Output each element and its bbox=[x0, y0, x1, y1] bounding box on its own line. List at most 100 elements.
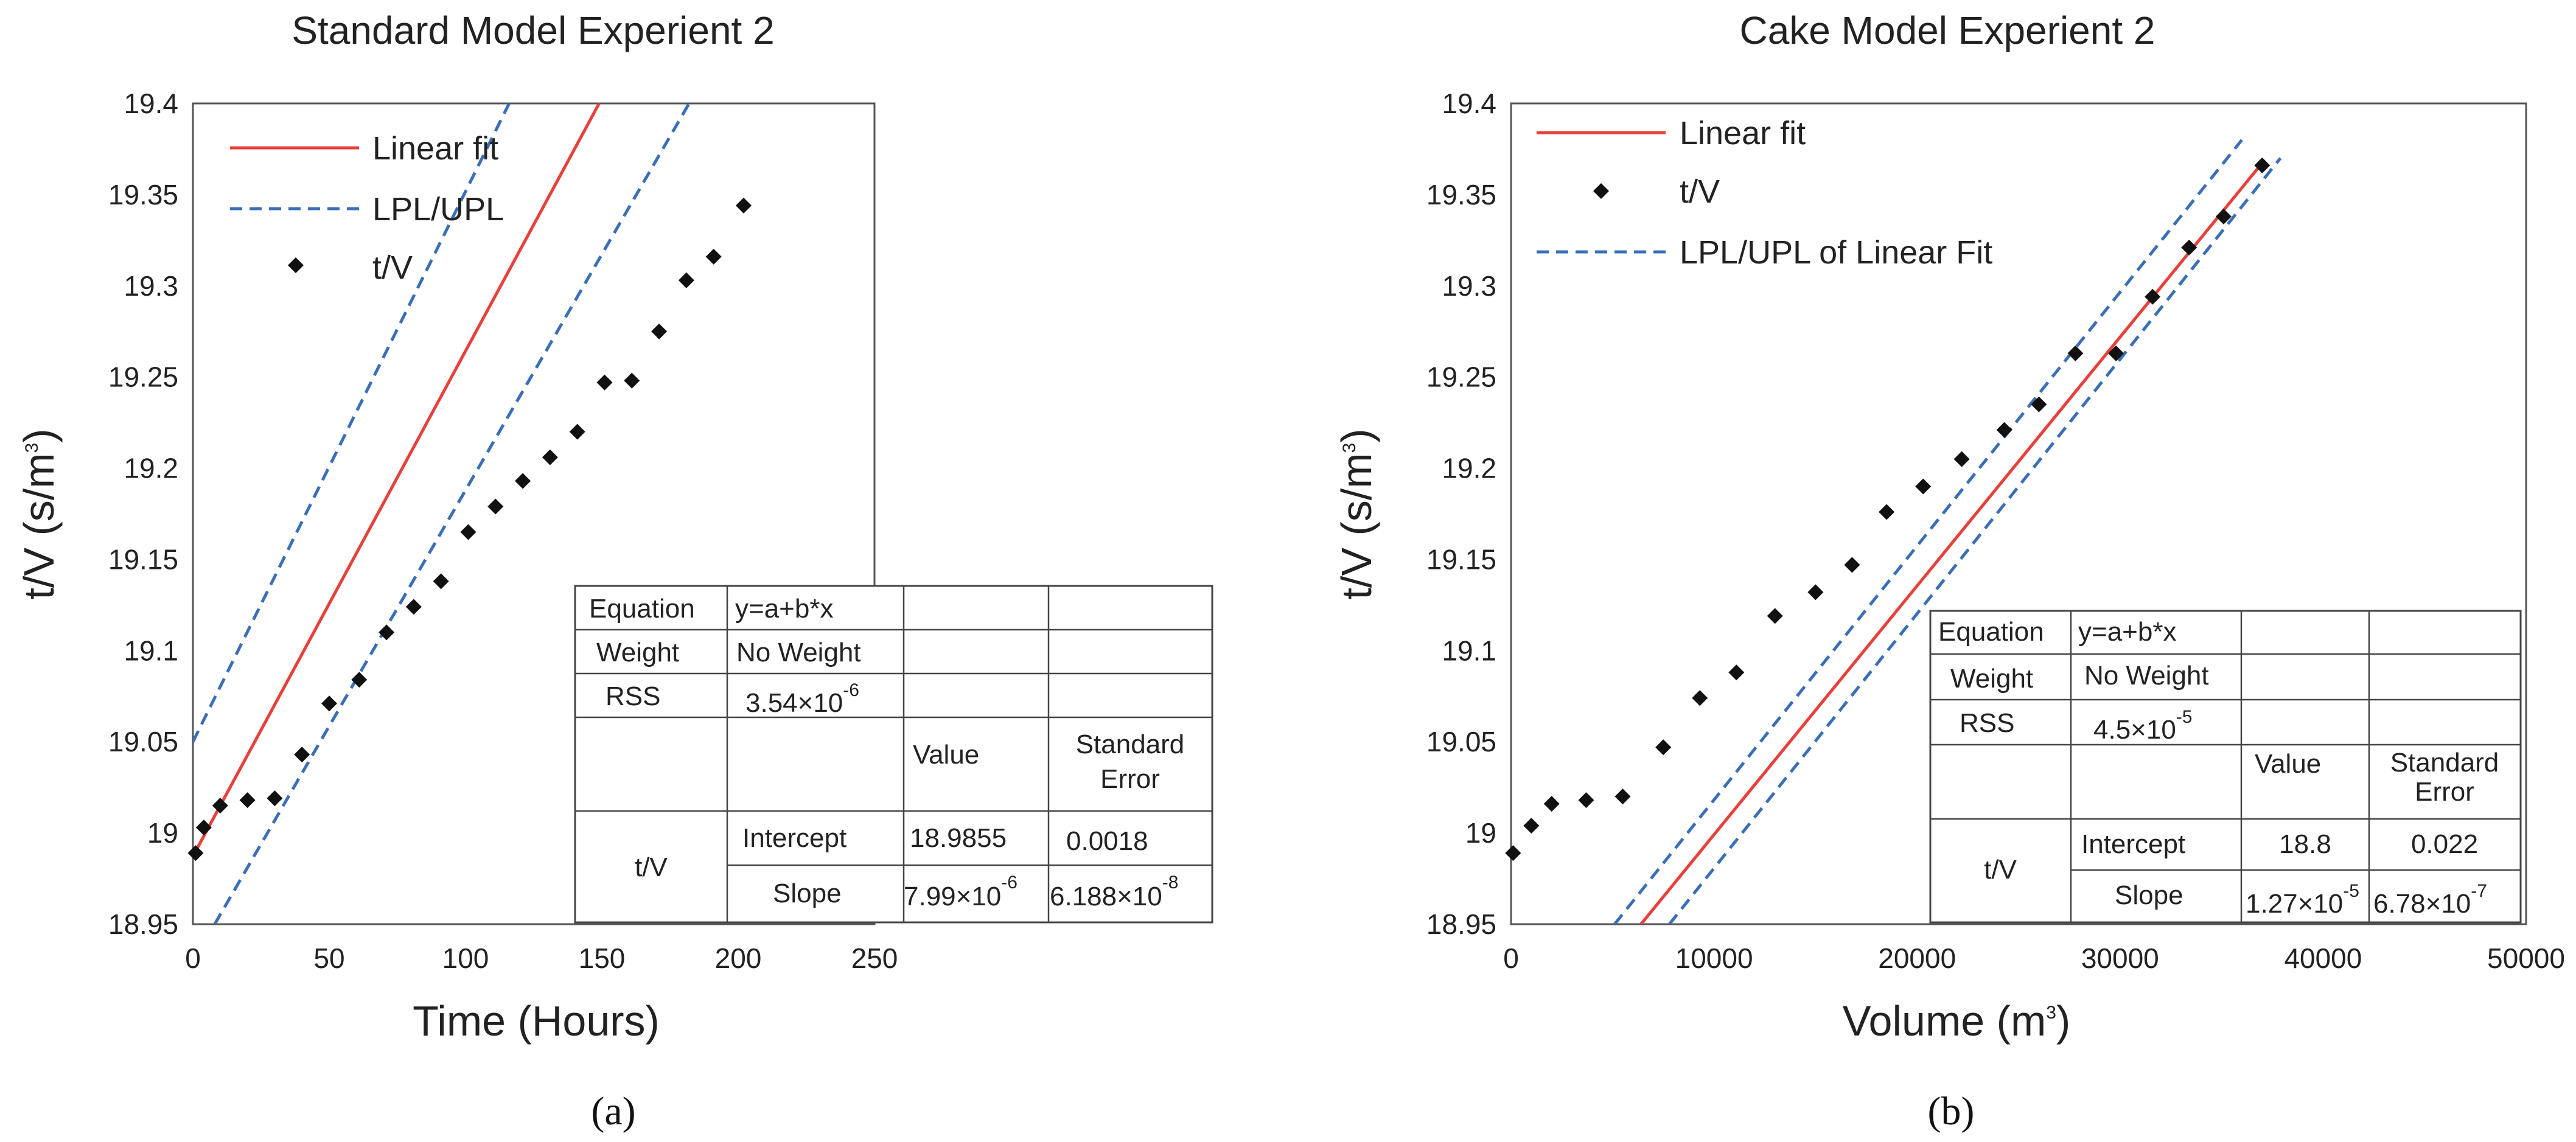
chart-a-x-ticks: 0 50 100 150 200 250 bbox=[185, 942, 898, 974]
x-tick-label: 0 bbox=[185, 942, 201, 974]
chart-b-points bbox=[1505, 157, 2271, 862]
x-tick-label: 10000 bbox=[1675, 942, 1753, 974]
chart-a-cell-value-header: Value bbox=[913, 740, 979, 770]
data-point bbox=[2254, 157, 2271, 173]
chart-a-cell-intercept-error: 0.0018 bbox=[1066, 826, 1148, 856]
data-point bbox=[1655, 739, 1672, 756]
chart-a-legend: Linear fit LPL/UPL t/V bbox=[230, 130, 504, 286]
linear-fit-line bbox=[194, 103, 601, 852]
chart-b-plot-area bbox=[1510, 102, 2527, 925]
data-point bbox=[2145, 288, 2161, 305]
y-tick-label: 19.1 bbox=[124, 635, 178, 666]
data-point bbox=[515, 473, 531, 489]
data-point bbox=[2108, 345, 2124, 361]
y-tick-label: 18.95 bbox=[108, 908, 178, 940]
data-point bbox=[1767, 608, 1783, 624]
chart-b-cell-intercept-error: 0.022 bbox=[2411, 829, 2478, 859]
data-point bbox=[2031, 396, 2047, 413]
chart-b-cell-tv: t/V bbox=[1984, 855, 2017, 885]
chart-a-cell-equation: Equation bbox=[589, 594, 695, 624]
chart-a-cell-equation-value: y=a+b*x bbox=[735, 594, 833, 624]
chart-a-table-grid bbox=[575, 586, 1212, 922]
x-tick-label: 100 bbox=[442, 942, 489, 974]
data-point bbox=[212, 798, 228, 814]
data-point bbox=[1953, 451, 1970, 467]
chart-a-y-ticks: 18.95 19 19.05 19.1 19.15 19.2 19.25 19.3 19.35 1… bbox=[108, 88, 178, 940]
x-tick-label: 20000 bbox=[1878, 942, 1956, 974]
x-tick-label: 150 bbox=[579, 942, 626, 974]
y-tick-label: 19.4 bbox=[1442, 88, 1496, 119]
lower-prediction-limit-line bbox=[213, 103, 691, 924]
data-point bbox=[1523, 818, 1540, 834]
data-point bbox=[239, 792, 256, 809]
chart-b-cell-slope: Slope bbox=[2115, 880, 2183, 910]
chart-b: Cake Model Experient 2 18.951919.0519.11… bbox=[1333, 9, 2565, 1133]
y-tick-label: 19.1 bbox=[1442, 635, 1496, 666]
panel-label-a: (a) bbox=[591, 1089, 635, 1133]
y-tick-label: 19.35 bbox=[108, 179, 178, 211]
upper-prediction-limit-line bbox=[193, 103, 511, 743]
y-tick-label: 19.05 bbox=[108, 726, 178, 757]
chart-a-cell-slope-value: 7.99×10-6 bbox=[904, 872, 1017, 911]
chart-b-legend-linear-fit: Linear fit bbox=[1680, 115, 1806, 151]
data-point bbox=[1614, 789, 1631, 805]
chart-b-legend-bg bbox=[1517, 108, 2065, 297]
data-point bbox=[1692, 690, 1708, 706]
x-tick-label: 200 bbox=[715, 942, 762, 974]
y-tick-label: 19.2 bbox=[124, 453, 178, 484]
chart-a-cell-intercept-value: 18.9855 bbox=[910, 823, 1007, 853]
y-tick-label: 19.15 bbox=[1426, 543, 1496, 575]
data-point bbox=[542, 449, 558, 465]
chart-b-legend-tv: t/V bbox=[1680, 173, 1720, 210]
data-point bbox=[1807, 584, 1824, 601]
chart-b-cell-weight: Weight bbox=[1950, 664, 2033, 694]
chart-a-cell-slope-error: 6.188×10-8 bbox=[1050, 872, 1178, 911]
data-point bbox=[1915, 478, 1932, 495]
x-tick-label: 30000 bbox=[2081, 942, 2159, 974]
chart-a-stats-table: Equation y=a+b*x Weight No Weight RSS 3.… bbox=[574, 585, 1213, 924]
chart-b-y-axis-label: t/V (s/m3) bbox=[1333, 428, 1380, 599]
data-point bbox=[294, 747, 310, 763]
chart-a: Standard Model Experient 2 18.951919.051… bbox=[15, 9, 1213, 1133]
chart-a-legend-tv: t/V bbox=[372, 249, 413, 286]
data-point bbox=[596, 374, 613, 391]
linear-fit-line bbox=[1639, 164, 2261, 924]
chart-b-lines bbox=[1613, 139, 2282, 924]
data-point bbox=[735, 197, 752, 214]
chart-a-legend-linear-fit: Linear fit bbox=[372, 130, 498, 167]
data-point bbox=[1505, 845, 1521, 862]
chart-b-cell-equation-value: y=a+b*x bbox=[2078, 617, 2176, 647]
data-point bbox=[1879, 504, 1895, 520]
x-tick-label: 40000 bbox=[2284, 942, 2362, 974]
chart-a-y-axis-label: t/V (s/m3) bbox=[15, 428, 63, 599]
data-point bbox=[2067, 345, 2084, 361]
chart-a-cell-std-header: Standard bbox=[1076, 729, 1185, 759]
chart-b-x-ticks: 0 10000 20000 30000 40000 50000 bbox=[1503, 942, 2565, 974]
chart-b-cell-std-header-2: Error bbox=[2415, 777, 2474, 807]
data-point bbox=[195, 820, 212, 836]
y-tick-label: 19.2 bbox=[1442, 453, 1496, 484]
chart-a-lines bbox=[193, 103, 691, 924]
chart-b-title: Cake Model Experient 2 bbox=[1739, 9, 2155, 52]
data-point bbox=[678, 272, 694, 288]
data-point bbox=[569, 423, 585, 440]
y-tick-label: 19.25 bbox=[108, 361, 178, 393]
chart-a-x-axis-label: Time (Hours) bbox=[413, 997, 660, 1045]
chart-b-stats-table: Equation y=a+b*x Weight No Weight RSS 4.… bbox=[1929, 610, 2522, 924]
data-point bbox=[351, 672, 368, 688]
data-point bbox=[2181, 239, 2197, 256]
data-point bbox=[1728, 664, 1745, 681]
data-point bbox=[2215, 208, 2232, 225]
chart-b-cell-equation: Equation bbox=[1938, 617, 2044, 647]
y-tick-label: 19.4 bbox=[124, 88, 178, 119]
data-point bbox=[1844, 557, 1860, 573]
chart-b-cell-weight-value: No Weight bbox=[2084, 661, 2209, 691]
y-tick-label: 19.3 bbox=[124, 270, 178, 302]
chart-a-cell-rss-value: 3.54×10-6 bbox=[745, 680, 859, 718]
chart-a-plot-area bbox=[192, 102, 876, 925]
chart-b-y-ticks: 18.95 19 19.05 19.1 19.15 19.2 19.25 19.3 19.35 1… bbox=[1426, 88, 1496, 940]
data-point bbox=[624, 372, 640, 389]
chart-b-table-grid bbox=[1930, 611, 2521, 922]
data-point bbox=[433, 573, 449, 590]
chart-a-legend-lpl-upl: LPL/UPL bbox=[372, 191, 504, 228]
